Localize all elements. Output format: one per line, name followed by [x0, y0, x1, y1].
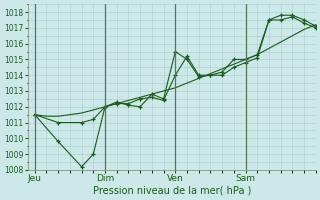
X-axis label: Pression niveau de la mer( hPa ): Pression niveau de la mer( hPa ): [92, 186, 251, 196]
